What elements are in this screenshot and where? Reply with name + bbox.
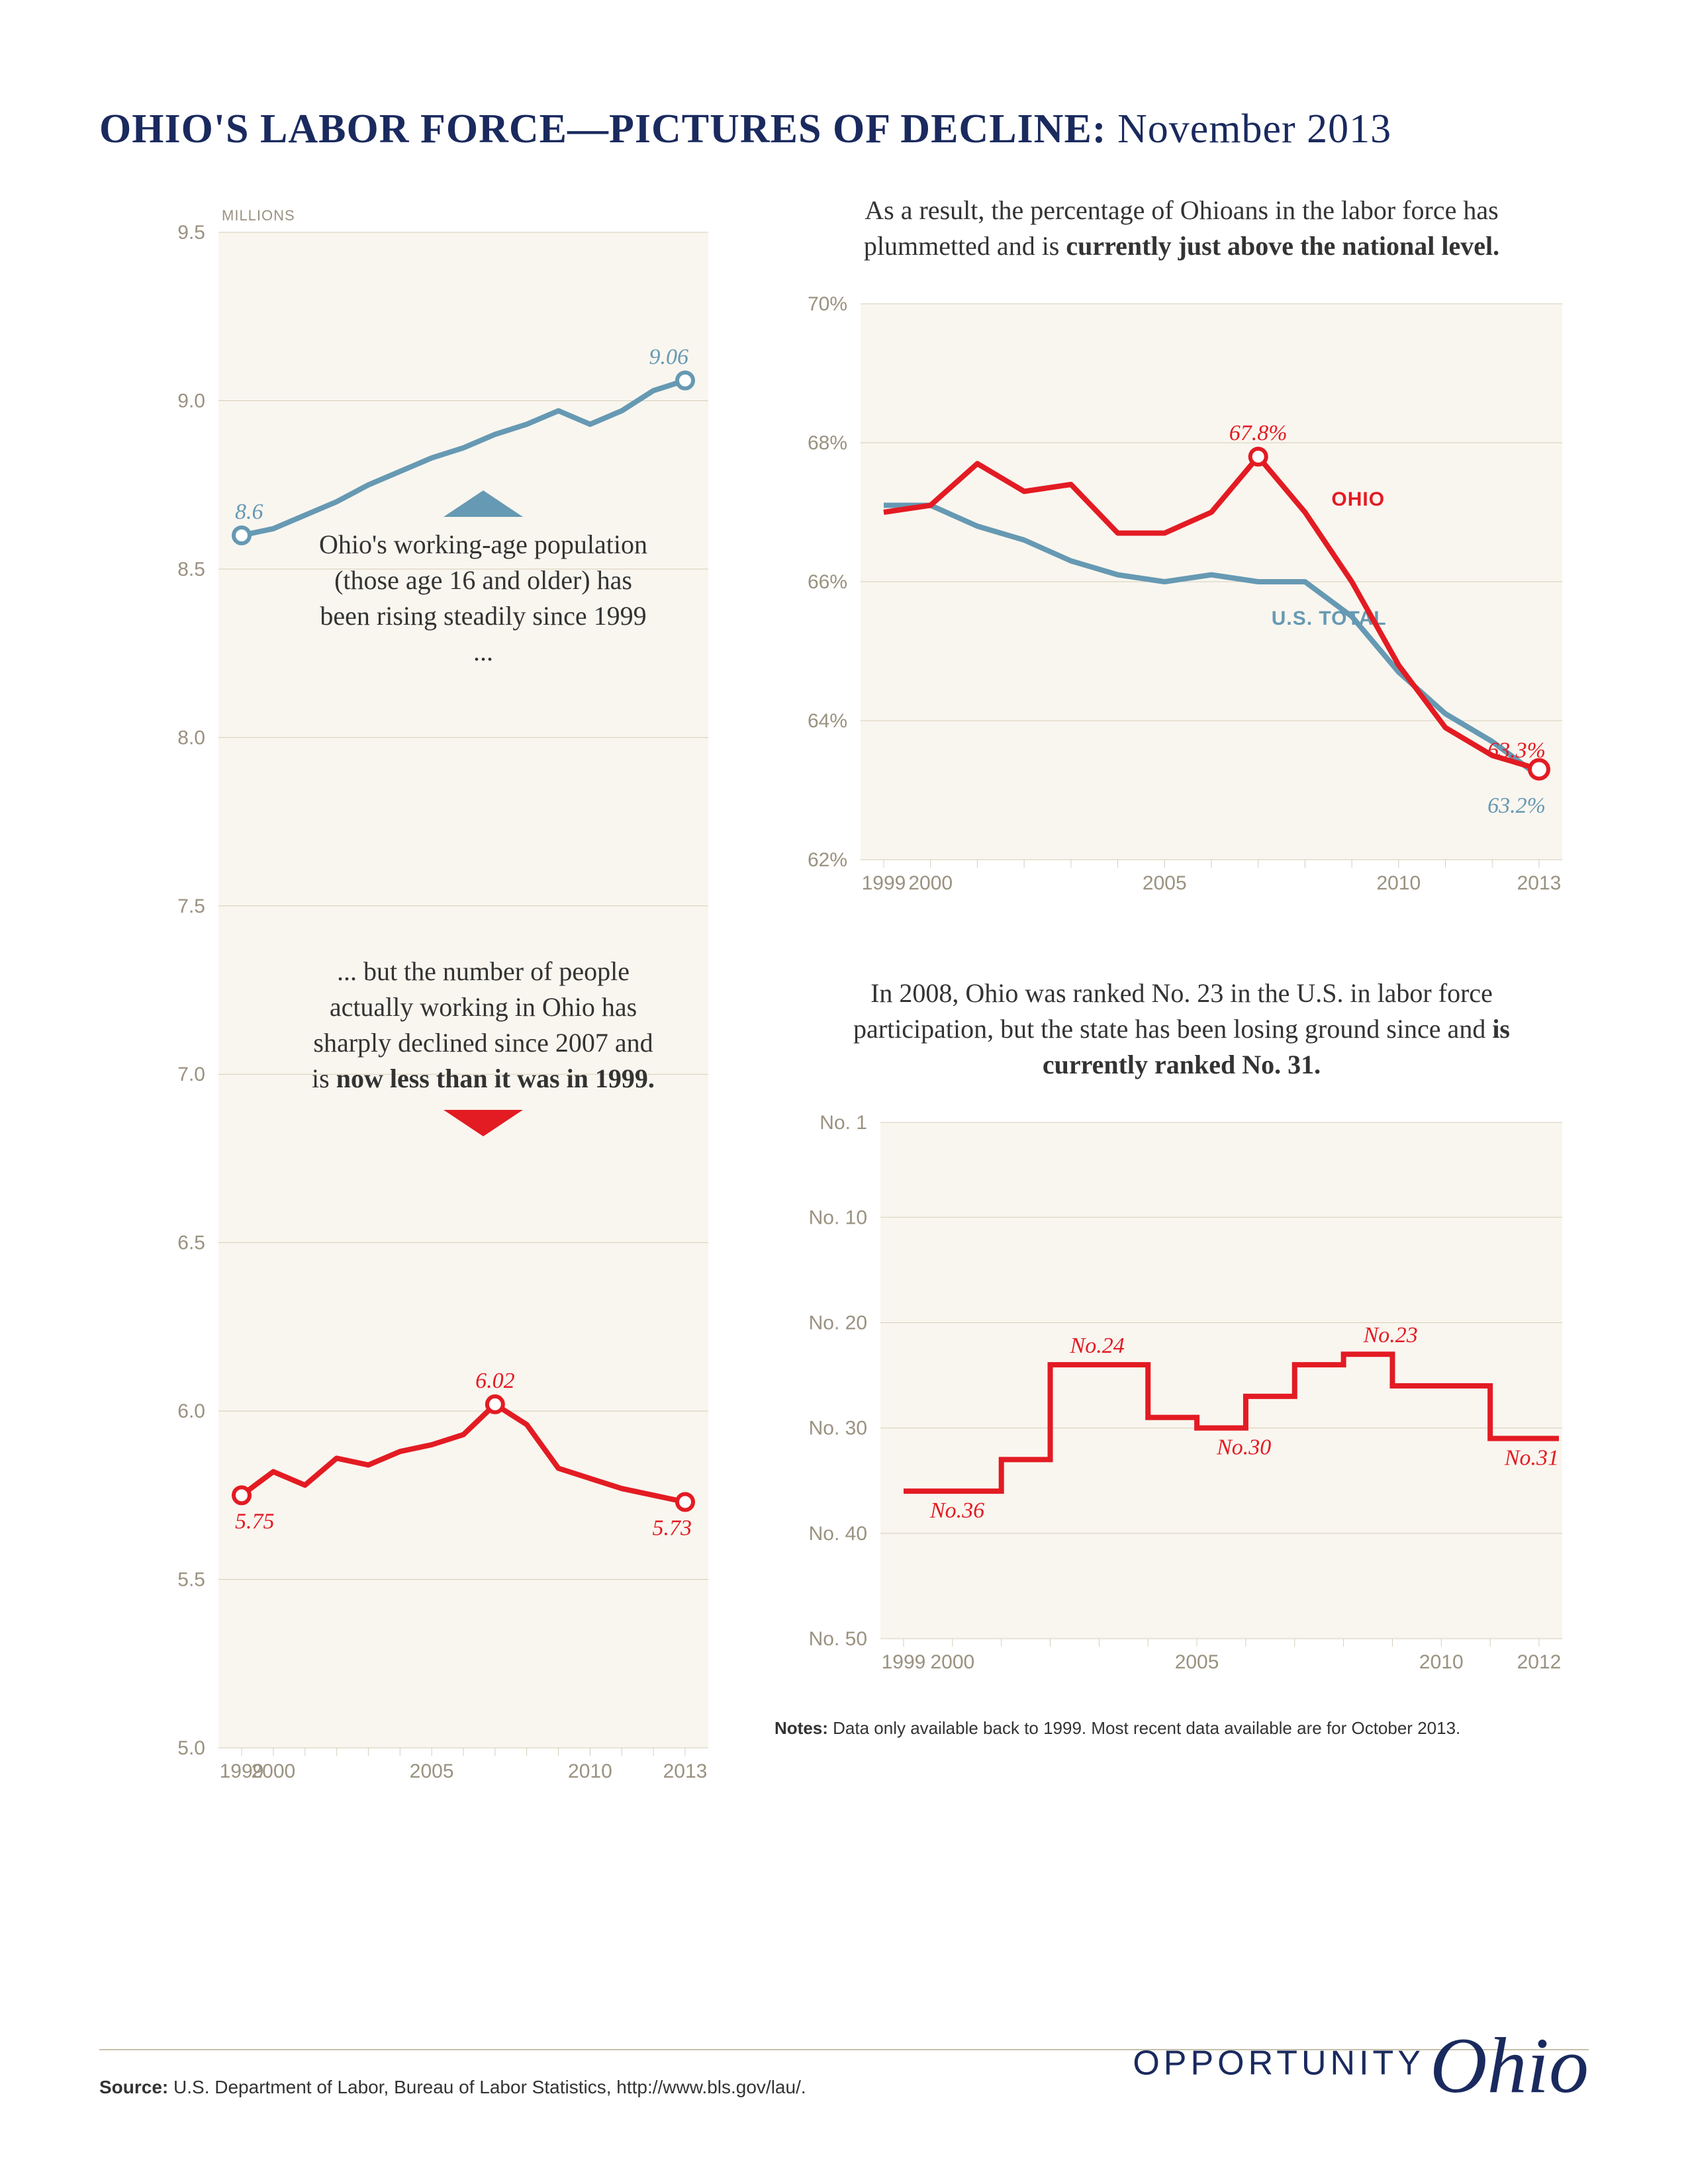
right-bottom-caption: In 2008, Ohio was ranked No. 23 in the U… (774, 976, 1589, 1083)
arrow-down-icon (444, 1110, 523, 1136)
right-bottom-chart-svg: No. 1No. 10No. 20No. 30No. 40No. 5019992… (774, 1103, 1589, 1698)
svg-text:No. 50: No. 50 (809, 1628, 867, 1650)
svg-text:2010: 2010 (1376, 872, 1421, 894)
svg-text:No.23: No.23 (1363, 1323, 1418, 1347)
svg-text:2012: 2012 (1517, 1651, 1562, 1673)
left-chart-block: 5.05.56.06.57.07.58.08.59.09.5MILLIONS19… (99, 193, 735, 1811)
svg-text:No. 10: No. 10 (809, 1206, 867, 1228)
svg-text:No.31: No.31 (1504, 1446, 1559, 1471)
notes-text: Data only available back to 1999. Most r… (828, 1718, 1460, 1738)
right-top-chart-svg: 62%64%66%68%70%19992000200520102013U.S. … (774, 284, 1589, 919)
brand-ohio: Ohio (1430, 2021, 1589, 2109)
svg-text:No.24: No.24 (1070, 1334, 1125, 1358)
svg-text:1999: 1999 (862, 872, 906, 894)
svg-text:63.2%: 63.2% (1487, 794, 1546, 818)
svg-text:No.30: No.30 (1216, 1435, 1271, 1460)
svg-text:1999: 1999 (882, 1651, 926, 1673)
svg-text:OHIO: OHIO (1331, 488, 1385, 510)
svg-text:2000: 2000 (908, 872, 953, 894)
svg-text:67.8%: 67.8% (1229, 421, 1288, 445)
svg-text:9.5: 9.5 (177, 222, 205, 244)
right-bottom-caption-pre: In 2008, Ohio was ranked No. 23 in the U… (853, 978, 1493, 1044)
svg-text:2010: 2010 (568, 1760, 612, 1782)
title-bold: OHIO'S LABOR FORCE—PICTURES OF DECLINE: (99, 107, 1106, 152)
notes-line: Notes: Data only available back to 1999.… (774, 1718, 1589, 1739)
svg-text:2013: 2013 (1517, 872, 1562, 894)
notes-bold: Notes: (774, 1718, 828, 1738)
svg-text:2010: 2010 (1419, 1651, 1464, 1673)
right-top-caption-bold: currently just above the national level. (1066, 231, 1499, 261)
annotation-top-text: Ohio's working-age population (those age… (319, 529, 647, 666)
brand-opportunity: OPPORTUNITY (1133, 2044, 1425, 2083)
svg-text:MILLIONS: MILLIONS (222, 207, 295, 224)
svg-text:64%: 64% (808, 710, 847, 732)
svg-text:68%: 68% (808, 432, 847, 454)
svg-text:6.0: 6.0 (177, 1400, 205, 1422)
annotation-bottom: ... but the number of people actually wo… (305, 954, 662, 1136)
svg-text:7.5: 7.5 (177, 895, 205, 917)
page-title: OHIO'S LABOR FORCE—PICTURES OF DECLINE: … (99, 106, 1589, 153)
svg-text:No. 30: No. 30 (809, 1418, 867, 1439)
svg-text:66%: 66% (808, 571, 847, 593)
source-text: U.S. Department of Labor, Bureau of Labo… (168, 2077, 806, 2097)
source-bold: Source: (99, 2077, 168, 2097)
svg-text:No.36: No.36 (929, 1498, 984, 1523)
svg-text:63.3%: 63.3% (1487, 739, 1546, 763)
arrow-up-icon (444, 490, 523, 517)
svg-text:2013: 2013 (663, 1760, 708, 1782)
brand-logo: OPPORTUNITYOhio (1133, 2020, 1589, 2111)
svg-text:8.6: 8.6 (235, 500, 263, 524)
svg-text:8.5: 8.5 (177, 559, 205, 580)
svg-text:70%: 70% (808, 293, 847, 315)
svg-text:No. 40: No. 40 (809, 1523, 867, 1545)
svg-text:5.75: 5.75 (235, 1509, 275, 1533)
svg-text:No. 1: No. 1 (820, 1112, 867, 1134)
right-top-block: As a result, the percentage of Ohioans i… (774, 193, 1589, 923)
svg-text:5.73: 5.73 (653, 1516, 692, 1541)
annotation-bottom-bold: now less than it was in 1999. (336, 1064, 655, 1093)
title-rest: November 2013 (1106, 107, 1391, 152)
content-grid: 5.0 5.5 6.0 6.5 7.0 7.5 8.0 8.5 9.0 9.5 MILLIONS 19… (99, 193, 1589, 1811)
svg-text:7.0: 7.0 (177, 1064, 205, 1085)
svg-text:5.0: 5.0 (177, 1737, 205, 1759)
right-top-caption: As a result, the percentage of Ohioans i… (774, 193, 1589, 264)
svg-text:8.0: 8.0 (177, 727, 205, 749)
right-column: As a result, the percentage of Ohioans i… (774, 193, 1589, 1811)
svg-text:6.5: 6.5 (177, 1232, 205, 1254)
svg-text:2000: 2000 (251, 1760, 295, 1782)
right-bottom-block: In 2008, Ohio was ranked No. 23 in the U… (774, 976, 1589, 1739)
annotation-top: Ohio's working-age population (those age… (318, 490, 649, 670)
svg-text:9.06: 9.06 (649, 345, 689, 369)
svg-text:2005: 2005 (1175, 1651, 1219, 1673)
svg-text:2000: 2000 (930, 1651, 974, 1673)
svg-text:6.02: 6.02 (475, 1369, 515, 1393)
svg-text:5.5: 5.5 (177, 1569, 205, 1591)
page-footer: Source: U.S. Department of Labor, Bureau… (99, 2049, 1589, 2098)
svg-text:62%: 62% (808, 849, 847, 871)
svg-text:9.0: 9.0 (177, 390, 205, 412)
svg-text:No. 20: No. 20 (809, 1312, 867, 1334)
svg-text:2005: 2005 (410, 1760, 454, 1782)
svg-text:2005: 2005 (1143, 872, 1187, 894)
